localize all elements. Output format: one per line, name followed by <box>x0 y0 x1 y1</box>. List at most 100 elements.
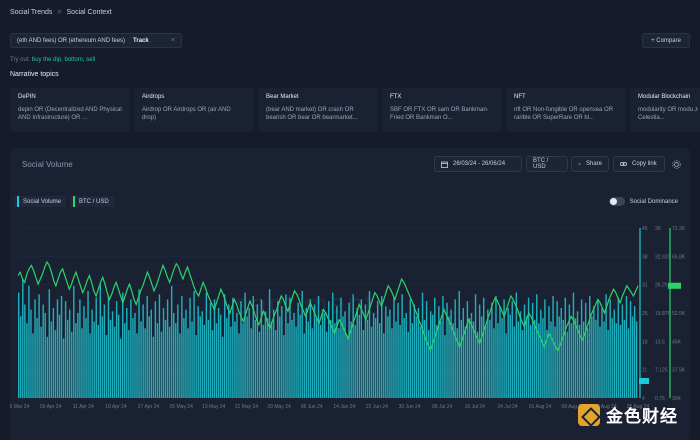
social-volume-bar <box>623 319 626 398</box>
social-volume-bar <box>97 324 99 398</box>
social-volume-bar <box>411 323 414 398</box>
social-volume-bar <box>68 309 71 398</box>
social-volume-bar <box>258 331 261 398</box>
pair-select[interactable]: BTC / USD <box>526 156 568 172</box>
copy-link-button[interactable]: Copy link <box>613 156 665 172</box>
social-volume-bar <box>601 307 603 398</box>
pair-value: BTC / USD <box>533 158 549 170</box>
breadcrumb-social-trends[interactable]: Social Trends <box>10 9 53 16</box>
gear-icon[interactable] <box>672 160 681 169</box>
x-tick-label: 06 Jun 24 <box>301 404 323 410</box>
social-volume-bar <box>582 321 585 398</box>
chevron-right-icon[interactable]: › <box>695 103 698 113</box>
social-volume-bar <box>523 304 526 398</box>
social-volume-bar <box>170 285 173 398</box>
social-volume-bar <box>164 319 167 398</box>
social-volume-bar <box>301 290 303 398</box>
jinse-logo-icon <box>578 403 600 426</box>
share-button[interactable]: Share <box>571 156 609 172</box>
panel-title: Social Volume <box>22 160 73 169</box>
social-volume-bar <box>215 323 218 398</box>
x-tick-label: 13 May 24 <box>202 404 226 410</box>
social-volume-bar <box>279 316 281 398</box>
social-volume-bar <box>166 299 169 398</box>
topic-card[interactable]: Bear Market (bear AND market) OR crash OR… <box>258 88 378 132</box>
social-volume-bar <box>362 330 365 398</box>
social-volume-bar <box>30 309 32 398</box>
social-volume-bar <box>183 318 185 398</box>
social-volume-bar <box>54 330 57 398</box>
social-volume-bar <box>234 321 236 398</box>
social-volume-bar <box>444 335 446 398</box>
query-text: (eth AND fees) OR (ethereum AND fees) <box>17 37 126 44</box>
social-volume-bar <box>499 306 501 398</box>
social-volume-bar <box>417 307 420 398</box>
social-volume-bar <box>381 296 383 398</box>
social-volume-bar <box>111 311 114 398</box>
social-volume-bar <box>505 333 507 398</box>
x-tick-label: 29 May 24 <box>267 404 291 410</box>
try-out-suggestions: Try out: buy the dip, bottom, sell <box>10 57 95 63</box>
btc-axis-tick: 37.5K <box>672 368 686 374</box>
social-volume-bar <box>572 292 575 398</box>
social-volume-bar <box>401 294 403 398</box>
social-volume-bar <box>625 296 628 398</box>
dominance-axis-tick: 13.5 <box>655 339 665 345</box>
social-volume-bar <box>468 318 471 398</box>
social-volume-bar <box>40 326 42 398</box>
social-axis-tick: 31 <box>642 283 648 289</box>
social-volume-bar <box>593 306 595 398</box>
social-volume-bar <box>542 318 544 398</box>
social-volume-bar <box>240 301 242 398</box>
track-button[interactable]: Track <box>133 37 149 44</box>
social-volume-bar <box>501 318 503 398</box>
social-axis-tick: 45 <box>642 226 648 232</box>
dominance-axis-tick: 0.75 <box>655 396 665 402</box>
topic-card[interactable]: FTX SBF OR FTX OR sam OR Bankman-Fried OR… <box>382 88 502 132</box>
topic-card[interactable]: Modular Blockchain modularity OR modu... … <box>630 88 700 132</box>
social-volume-bar <box>146 296 148 398</box>
share-label: Share <box>585 161 602 167</box>
social-volume-bar <box>313 304 316 398</box>
social-volume-bar <box>487 309 489 398</box>
topic-card[interactable]: Airdrops Airdrop OR Airdrops OR (air AND … <box>134 88 254 132</box>
social-volume-bar <box>260 299 263 398</box>
social-volume-bar <box>56 299 59 398</box>
compare-button[interactable]: + Compare <box>642 33 690 48</box>
social-dominance-toggle[interactable]: Social Dominance <box>608 197 678 206</box>
topic-card[interactable]: NFT nft OR Non-fungible OR opensea OR rar… <box>506 88 626 132</box>
social-volume-chart[interactable]: 26 Mar 24 03 Apr 24 11 Apr 24 19 Apr 24 27 A… <box>10 218 690 440</box>
date-range-picker[interactable]: 26/03/24 - 26/06/24 <box>434 156 522 172</box>
social-volume-bar <box>470 313 473 398</box>
legend-btc-usd[interactable]: BTC / USD <box>70 196 114 207</box>
social-volume-bar <box>548 306 550 398</box>
social-volume-bar <box>128 330 130 398</box>
legend-social-volume[interactable]: Social Volume <box>14 196 67 207</box>
social-volume-bar <box>297 302 299 398</box>
social-volume-bar <box>203 324 206 398</box>
clear-icon[interactable]: × <box>170 37 175 44</box>
social-volume-bar <box>256 304 259 398</box>
social-volume-bar <box>73 285 75 398</box>
try-out-links[interactable]: buy the dip, bottom, sell <box>31 57 96 63</box>
social-volume-bar <box>158 294 161 398</box>
toggle-switch[interactable] <box>608 197 625 206</box>
social-volume-bar <box>148 316 150 398</box>
topic-card[interactable]: DePIN depin OR (Decentralized AND Physica… <box>10 88 130 132</box>
social-volume-bar <box>635 321 638 398</box>
social-volume-bar <box>450 309 452 398</box>
social-volume-bar <box>95 297 97 398</box>
social-volume-bar <box>454 299 456 398</box>
social-volume-bar <box>597 301 599 398</box>
social-volume-bar <box>589 296 591 398</box>
social-volume-bar <box>478 304 481 398</box>
social-volume-bar <box>317 296 320 398</box>
social-volume-bar <box>595 319 597 398</box>
search-query-input[interactable]: (eth AND fees) OR (ethereum AND fees) Tr… <box>10 33 182 48</box>
social-volume-bar <box>101 316 104 398</box>
social-volume-bar <box>566 331 569 398</box>
social-volume-bar <box>364 304 367 398</box>
social-volume-bar <box>576 311 579 398</box>
social-volume-bar <box>246 316 248 398</box>
